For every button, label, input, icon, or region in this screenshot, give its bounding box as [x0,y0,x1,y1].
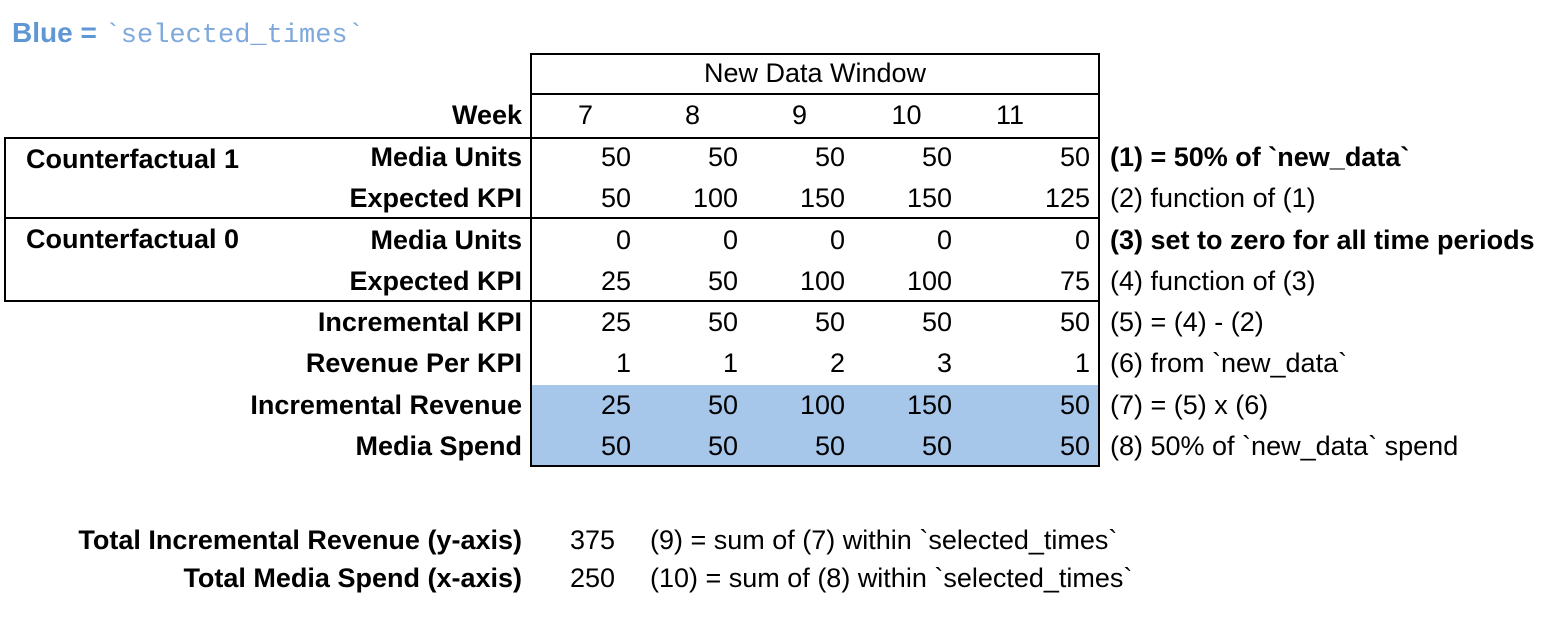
row-annotation-1: (1) = 50% of `new_data` [1110,142,1410,172]
cell-r2-w10: 150 [906,183,952,213]
row-annotation-2: (2) function of (1) [1110,183,1316,213]
cell-r7-w10: 150 [906,390,952,420]
cell-r5-w7: 25 [600,307,631,337]
table-line-below-window-header [530,93,1100,95]
summary-annotation-10: (10) = sum of (8) within `selected_times… [650,563,1133,593]
row-label-incremental-kpi-4: Incremental KPI [317,307,522,337]
week-cell-8: 8 [684,100,701,130]
week-cell-9: 9 [791,100,808,130]
row-annotation-3: (3) set to zero for all time periods [1110,225,1535,255]
cell-r1-w8: 50 [707,142,738,172]
cell-r8-w8: 50 [707,431,738,461]
legend-code: `selected_times` [104,21,364,51]
row-label-expected-kpi-1: Expected KPI [349,183,522,213]
legend-blue-label: Blue = [12,17,105,48]
row-label-expected-kpi-3: Expected KPI [349,266,522,296]
row-label-media-units-0: Media Units [370,142,522,172]
cell-r8-w7: 50 [600,431,631,461]
cell-r7-w9: 100 [799,390,845,420]
cell-r4-w8: 50 [707,266,738,296]
row-cells-expected-kpi-3: 25 50 100 100 75 [532,265,1098,298]
cell-r2-w7: 50 [600,183,631,213]
cell-r6-w10: 3 [936,348,952,378]
row-label-media-units-2: Media Units [370,225,522,255]
row-annotation-5: (5) = (4) - (2) [1110,307,1264,337]
row-annotation-8: (8) 50% of `new_data` spend [1110,431,1459,461]
cell-r3-w7: 0 [615,225,631,255]
week-cell-11: 11 [995,100,1025,130]
cell-r7-w7: 25 [600,390,631,420]
highlight-bar [532,384,1098,426]
summary-annotation-9: (9) = sum of (7) within `selected_times` [650,525,1118,555]
cell-r1-w7: 50 [600,142,631,172]
summary-value-total-incremental-revenue: 375 [569,525,615,555]
table-line-below-week-row [530,137,1100,139]
cell-r6-w7: 1 [615,348,631,378]
cell-r1-w10: 50 [921,142,952,172]
cell-r4-w9: 100 [799,266,845,296]
row-cells-expected-kpi-1: 50 100 150 150 125 [532,182,1098,215]
cell-r4-w7: 25 [600,266,631,296]
cell-r7-w8: 50 [707,390,738,420]
cell-r5-w8: 50 [707,307,738,337]
row-annotation-6: (6) from `new_data` [1110,348,1348,378]
week-label: Week [451,100,522,130]
cell-r1-w11: 50 [1059,142,1090,172]
cell-r6-w9: 2 [829,348,845,378]
cell-r3-w11: 0 [1074,225,1090,255]
row-cells-media-units-2: 0 0 0 0 0 [532,224,1098,257]
cell-r5-w11: 50 [1059,307,1090,337]
cell-r6-w11: 1 [1074,348,1090,378]
cell-r3-w9: 0 [829,225,845,255]
group-box-counterfactual-0: Counterfactual 0 [4,217,532,302]
row-cells-media-spend-7: 50 50 50 50 50 [532,430,1098,463]
row-label-incremental-revenue-6: Incremental Revenue [250,390,522,420]
group-label-counterfactual-1: Counterfactual 1 [26,144,240,174]
cell-r6-w8: 1 [722,348,738,378]
row-cells-incremental-kpi-4: 25 50 50 50 50 [532,306,1098,339]
row-cells-incremental-revenue-6: 25 50 100 150 50 [532,389,1098,422]
cell-r5-w9: 50 [814,307,845,337]
summary-value-total-media-spend: 250 [569,563,615,593]
row-label-media-spend-7: Media Spend [355,431,522,461]
row-annotation-4: (4) function of (3) [1110,266,1316,296]
cell-r3-w10: 0 [936,225,952,255]
row-cells-revenue-per-kpi-5: 1 1 2 3 1 [532,347,1098,380]
cell-r8-w9: 50 [814,431,845,461]
cell-r1-w9: 50 [814,142,845,172]
week-row: 7 8 9 10 11 [532,99,1098,132]
cell-r5-w10: 50 [921,307,952,337]
summary-label-total-incremental-revenue: Total Incremental Revenue (y-axis) [78,525,522,555]
row-label-revenue-per-kpi-5: Revenue Per KPI [305,348,522,378]
row-cells-media-units-0: 50 50 50 50 50 [532,141,1098,174]
summary-label-total-media-spend: Total Media Spend (x-axis) [183,563,522,593]
cell-r8-w10: 50 [921,431,952,461]
table-line-counterfactual-divider [530,217,1100,219]
cell-r7-w11: 50 [1059,390,1090,420]
legend-note: Blue = `selected_times` [12,16,364,53]
cell-r4-w10: 100 [906,266,952,296]
week-cell-7: 7 [577,100,594,130]
cell-r8-w11: 50 [1059,431,1090,461]
cell-r2-w9: 150 [799,183,845,213]
week-cell-10: 10 [891,100,922,130]
highlight-bar [532,425,1098,465]
group-label-counterfactual-0: Counterfactual 0 [26,224,240,254]
cell-r2-w8: 100 [692,183,738,213]
window-header: New Data Window [703,58,927,88]
cell-r3-w8: 0 [722,225,738,255]
table-line-below-counterfactual-0 [530,300,1100,302]
cell-r4-w11: 75 [1059,266,1090,296]
row-annotation-7: (7) = (5) x (6) [1110,390,1269,420]
cell-r2-w11: 125 [1044,183,1090,213]
